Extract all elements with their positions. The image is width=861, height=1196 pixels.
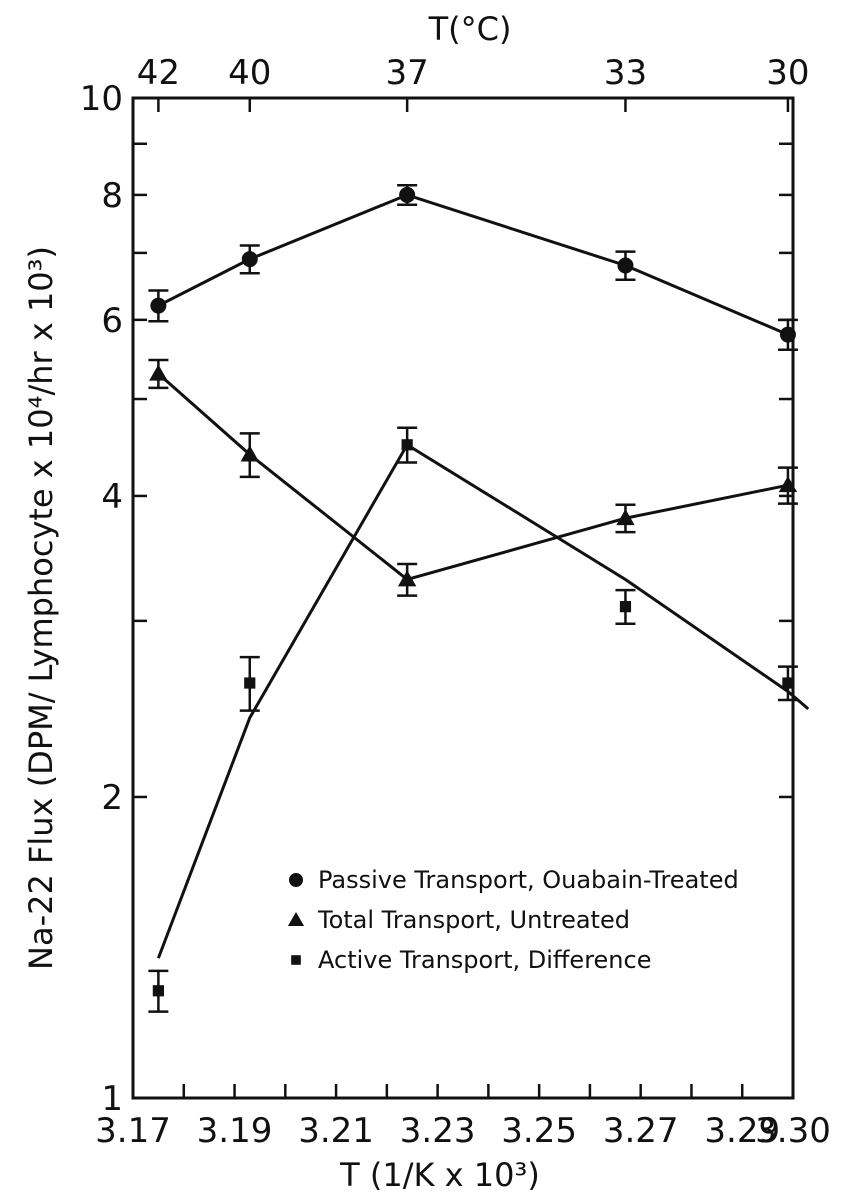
top-axis-title: T(°C) [428, 10, 512, 48]
axis-ticks [131, 96, 795, 1100]
y-tick-label: 10 [80, 79, 123, 119]
x-tick-label: 3.29 [704, 1111, 780, 1151]
y-tick-label: 8 [101, 176, 123, 216]
data-point-square [782, 677, 794, 689]
y-tick-label: 6 [101, 301, 123, 341]
top-tick-label: 30 [766, 53, 809, 93]
legend-marker-circle [289, 873, 303, 887]
x-tick-label: 3.17 [95, 1111, 171, 1151]
top-tick-label: 40 [228, 53, 271, 93]
y-axis-title: Na-22 Flux (DPM/ Lymphocyte x 10⁴/hr x 1… [22, 246, 60, 970]
tick-labels: 1 2 4 6 8 10 3.17 3.19 3.21 3.23 3.25 3.27 3.293.30 4… [80, 53, 831, 1151]
legend: Passive Transport, Ouabain-Treated Total … [287, 866, 739, 974]
data-point-circle [241, 251, 258, 268]
data-point-circle [399, 186, 416, 203]
legend-label: Active Transport, Difference [318, 946, 651, 974]
series-lines [156, 193, 810, 959]
x-tick-label: 3.21 [298, 1111, 374, 1151]
x-tick-label: 3.30 [755, 1111, 831, 1151]
data-point-square [619, 601, 632, 613]
x-axis-title: T (1/K x 10³) [339, 1156, 540, 1194]
x-tick-label: 3.27 [603, 1111, 679, 1151]
data-point-square [152, 985, 164, 997]
legend-marker-square [291, 955, 301, 965]
top-tick-label: 33 [604, 53, 647, 93]
data-point-triangle [778, 476, 798, 493]
data-point-triangle [397, 570, 417, 587]
data-point-triangle [616, 509, 635, 526]
legend-marker-triangle [287, 911, 305, 927]
plot-frame [131, 96, 795, 1100]
legend-label: Passive Transport, Ouabain-Treated [318, 866, 739, 894]
x-tick-label: 3.23 [400, 1111, 476, 1151]
top-tick-label: 37 [386, 53, 429, 93]
data-point-triangle [149, 364, 168, 381]
data-point-circle [779, 326, 796, 343]
series-line-3 [156, 442, 810, 959]
top-tick-label: 42 [137, 53, 180, 93]
legend-label: Total Transport, Untreated [317, 906, 630, 934]
plot-border [131, 96, 795, 1100]
data-point-triangle [240, 445, 259, 462]
data-point-circle [617, 257, 634, 274]
data-point-circle [150, 297, 167, 314]
y-tick-label: 2 [101, 778, 123, 818]
x-tick-label: 3.25 [501, 1111, 577, 1151]
data-point-square [244, 677, 256, 689]
data-point-square [401, 439, 413, 451]
y-tick-label: 1 [101, 1079, 123, 1119]
y-tick-label: 4 [101, 477, 123, 517]
x-tick-label: 3.19 [197, 1111, 273, 1151]
data-points [148, 183, 798, 1013]
